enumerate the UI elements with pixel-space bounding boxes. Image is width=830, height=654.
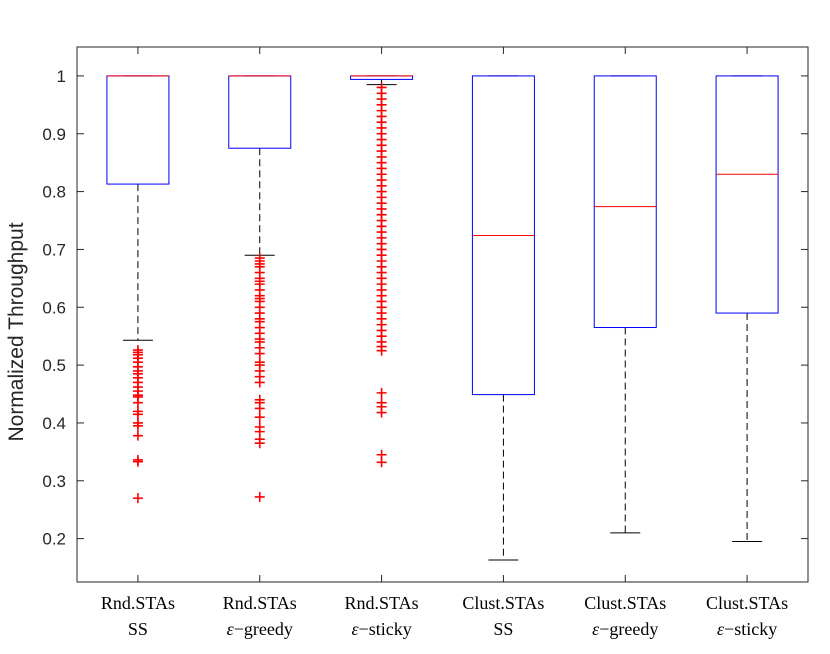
y-tick-label: 0.9 [42, 125, 66, 144]
outlier-point [132, 430, 143, 441]
axes-frame [76, 46, 809, 583]
category-label-suffix: −greedy [234, 619, 293, 639]
box-group-4 [471, 75, 535, 561]
outlier-point [254, 357, 265, 368]
category-label-line1: Clust.STAs [462, 593, 544, 613]
category-label-suffix: −greedy [599, 619, 658, 639]
epsilon-symbol: ε [592, 619, 600, 639]
outlier-point [254, 394, 265, 405]
category-label-suffix: −sticky [724, 619, 777, 639]
plot-background [77, 47, 808, 582]
category-label-line2: ε−sticky [717, 619, 777, 639]
outlier-point [132, 345, 143, 356]
category-label-line1: Clust.STAs [706, 593, 788, 613]
outlier-point [132, 406, 143, 417]
epsilon-symbol: ε [351, 619, 359, 639]
y-tick-label: 0.6 [42, 298, 66, 317]
iqr-box [593, 75, 657, 329]
y-tick-label: 0.4 [42, 414, 66, 433]
category-label-line2: ε−greedy [592, 619, 658, 639]
box-group-3 [350, 75, 414, 468]
outlier-point [376, 387, 387, 398]
outlier-point [376, 82, 387, 93]
category-label-line2: SS [493, 619, 513, 639]
y-tick-label: 0.8 [42, 183, 66, 202]
category-label-line2: ε−greedy [227, 619, 293, 639]
y-tick-label: 0.7 [42, 240, 66, 259]
outlier-point [132, 493, 143, 504]
box-group-1 [106, 75, 170, 504]
outlier-point [132, 454, 143, 465]
boxes-layer [106, 75, 779, 561]
y-tick-label: 0.5 [42, 356, 66, 375]
outlier-point [254, 421, 265, 432]
category-label-line2: ε−sticky [351, 619, 411, 639]
epsilon-symbol: ε [717, 619, 725, 639]
outlier-point [132, 417, 143, 428]
outlier-point [376, 449, 387, 460]
box-group-2 [228, 75, 292, 502]
y-tick-label: 0.3 [42, 472, 66, 491]
category-label-line1: Rnd.STAs [345, 593, 419, 613]
category-label-line1: Clust.STAs [584, 593, 666, 613]
category-label-line2: SS [128, 619, 148, 639]
category-label-line1: Rnd.STAs [223, 593, 297, 613]
outlier-point [376, 397, 387, 408]
category-label-line1: Rnd.STAs [101, 593, 175, 613]
box-group-5 [593, 75, 657, 534]
iqr-box [715, 75, 779, 314]
category-label-suffix: −sticky [359, 619, 412, 639]
y-axis-label: Normalized Throughput [5, 222, 28, 441]
y-tick-label: 0.2 [42, 530, 66, 549]
outlier-point [254, 412, 265, 423]
category-labels: Rnd.STAsSSRnd.STAsε−greedyRnd.STAsε−stic… [101, 593, 788, 639]
outlier-point [254, 253, 265, 264]
outlier-point [254, 491, 265, 502]
box-group-6 [715, 75, 779, 543]
y-tick-label: 1 [57, 67, 66, 86]
epsilon-symbol: ε [227, 619, 235, 639]
axes-layer: 0.2 0.3 0.4 0.5 0.6 0.7 0.8 0.9 1 [42, 46, 809, 583]
